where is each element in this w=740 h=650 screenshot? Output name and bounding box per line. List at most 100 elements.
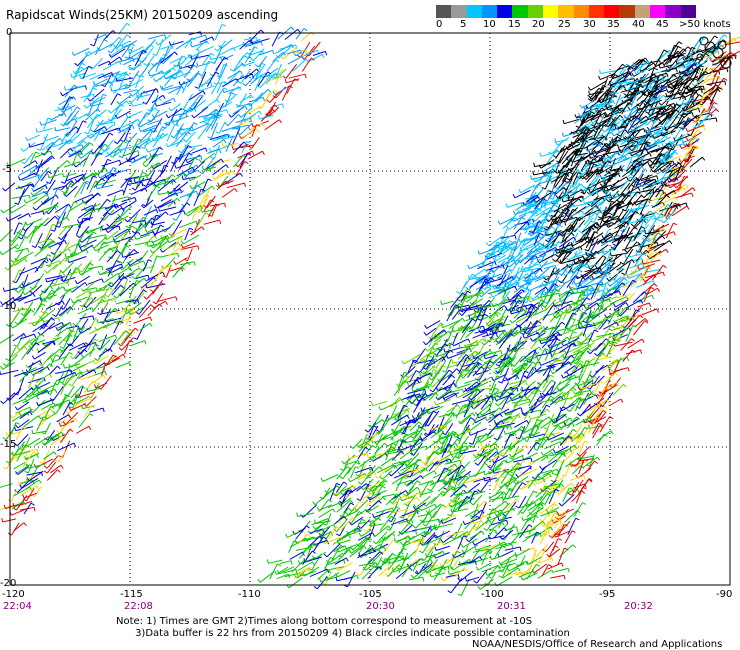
wind-barb-feather: [205, 194, 210, 198]
wind-barb-feather: [76, 219, 80, 224]
wind-barb-feather: [124, 56, 129, 59]
wind-barb-feather: [74, 118, 78, 123]
wind-barb-feather: [46, 257, 49, 262]
wind-barb: [35, 232, 43, 248]
wind-barb-feather: [542, 170, 544, 175]
wind-barb-feather: [52, 240, 56, 245]
wind-barb: [44, 406, 52, 418]
wind-barb-feather: [490, 293, 493, 298]
wind-barb: [80, 93, 94, 99]
wind-barb: [17, 377, 25, 395]
wind-barb-feather: [5, 217, 9, 222]
wind-barb: [128, 213, 139, 229]
wind-barb-feather: [583, 105, 586, 110]
wind-barb: [205, 115, 217, 133]
wind-barb-feather: [651, 94, 656, 98]
wind-barb-feather: [104, 126, 108, 131]
wind-barb-feather: [564, 221, 567, 226]
wind-barb-feather: [140, 222, 144, 227]
wind-barb-feather: [116, 100, 120, 105]
wind-barb-feather: [197, 72, 202, 77]
wind-barb-feather: [173, 260, 177, 265]
wind-barb: [33, 379, 45, 391]
wind-barb-feather: [74, 115, 78, 120]
wind-barb: [223, 142, 238, 147]
wind-barb: [108, 216, 121, 228]
wind-barb-feather: [303, 27, 308, 32]
wind-barb-feather: [556, 149, 561, 153]
wind-barb-feather: [92, 99, 95, 104]
wind-barb: [175, 204, 187, 221]
wind-barb: [146, 55, 155, 66]
wind-barb-feather: [112, 354, 117, 358]
wind-barb-feather: [47, 245, 51, 249]
wind-barb: [260, 109, 273, 122]
wind-barb-feather: [220, 158, 224, 163]
wind-barb: [19, 370, 30, 383]
wind-barb-feather: [661, 77, 665, 82]
wind-barb-feather: [61, 190, 66, 194]
wind-barb: [167, 197, 178, 208]
wind-barb-feather: [102, 407, 105, 413]
wind-barb: [44, 422, 51, 435]
wind-barb-feather: [677, 112, 681, 116]
wind-barb-feather: [244, 182, 246, 188]
wind-barb: [703, 84, 717, 95]
wind-barb-feather: [440, 300, 443, 305]
wind-barb: [600, 95, 617, 103]
wind-barb-feather: [68, 203, 72, 208]
wind-barb-feather: [618, 148, 623, 152]
wind-barb: [214, 24, 223, 41]
wind-barb: [35, 238, 52, 245]
wind-barb: [17, 466, 30, 476]
wind-barb-feather: [170, 120, 175, 125]
wind-barb: [2, 361, 15, 370]
wind-barb-feather: [180, 240, 184, 245]
wind-barb: [175, 161, 194, 169]
wind-barb: [49, 379, 58, 396]
wind-barb: [35, 373, 50, 384]
wind-barb-feather: [676, 103, 680, 107]
wind-barb-feather: [211, 159, 214, 164]
wind-barb: [617, 65, 630, 71]
wind-barb-feather: [553, 165, 558, 168]
wind-barb-feather: [62, 421, 66, 425]
wind-barb-feather: [117, 213, 121, 218]
wind-barb: [103, 30, 114, 41]
wind-barb: [129, 138, 139, 155]
wind-barb: [6, 431, 21, 436]
wind-barb: [134, 240, 153, 246]
wind-barb-feather: [158, 246, 163, 250]
wind-barb: [97, 297, 115, 304]
wind-barb-feather: [111, 72, 114, 77]
wind-barb: [581, 152, 593, 162]
wind-barb-feather: [197, 87, 201, 92]
wind-barb: [203, 199, 212, 212]
wind-barb: [178, 146, 187, 160]
wind-barb-feather: [177, 61, 181, 65]
wind-barb-feather: [109, 348, 113, 353]
wind-barb: [96, 184, 114, 190]
wind-barb-feather: [696, 114, 700, 119]
wind-barb: [71, 371, 83, 387]
legend-labels: 0 5 10 15 20 25 30 35 40 45 >50 knots: [436, 18, 731, 30]
wind-barb-feather: [242, 82, 246, 87]
wind-barb-feather: [69, 322, 73, 327]
wind-barb: [146, 283, 166, 289]
wind-barb-feather: [158, 120, 162, 125]
wind-barb-feather: [661, 141, 664, 147]
wind-barb-feather: [95, 184, 98, 189]
wind-barb: [99, 339, 111, 351]
wind-barb-feather: [0, 365, 4, 370]
wind-barb-feather: [79, 66, 85, 70]
wind-barb-feather: [22, 494, 25, 499]
wind-barb-feather: [673, 122, 676, 127]
wind-barb-feather: [52, 341, 56, 346]
wind-barb: [199, 45, 214, 54]
wind-barb: [98, 198, 108, 211]
wind-barb-feather: [191, 37, 196, 41]
wind-barb-feather: [81, 174, 84, 179]
wind-barb-feather: [68, 383, 73, 387]
wind-barb-feather: [660, 110, 663, 115]
wind-barb: [65, 412, 79, 425]
